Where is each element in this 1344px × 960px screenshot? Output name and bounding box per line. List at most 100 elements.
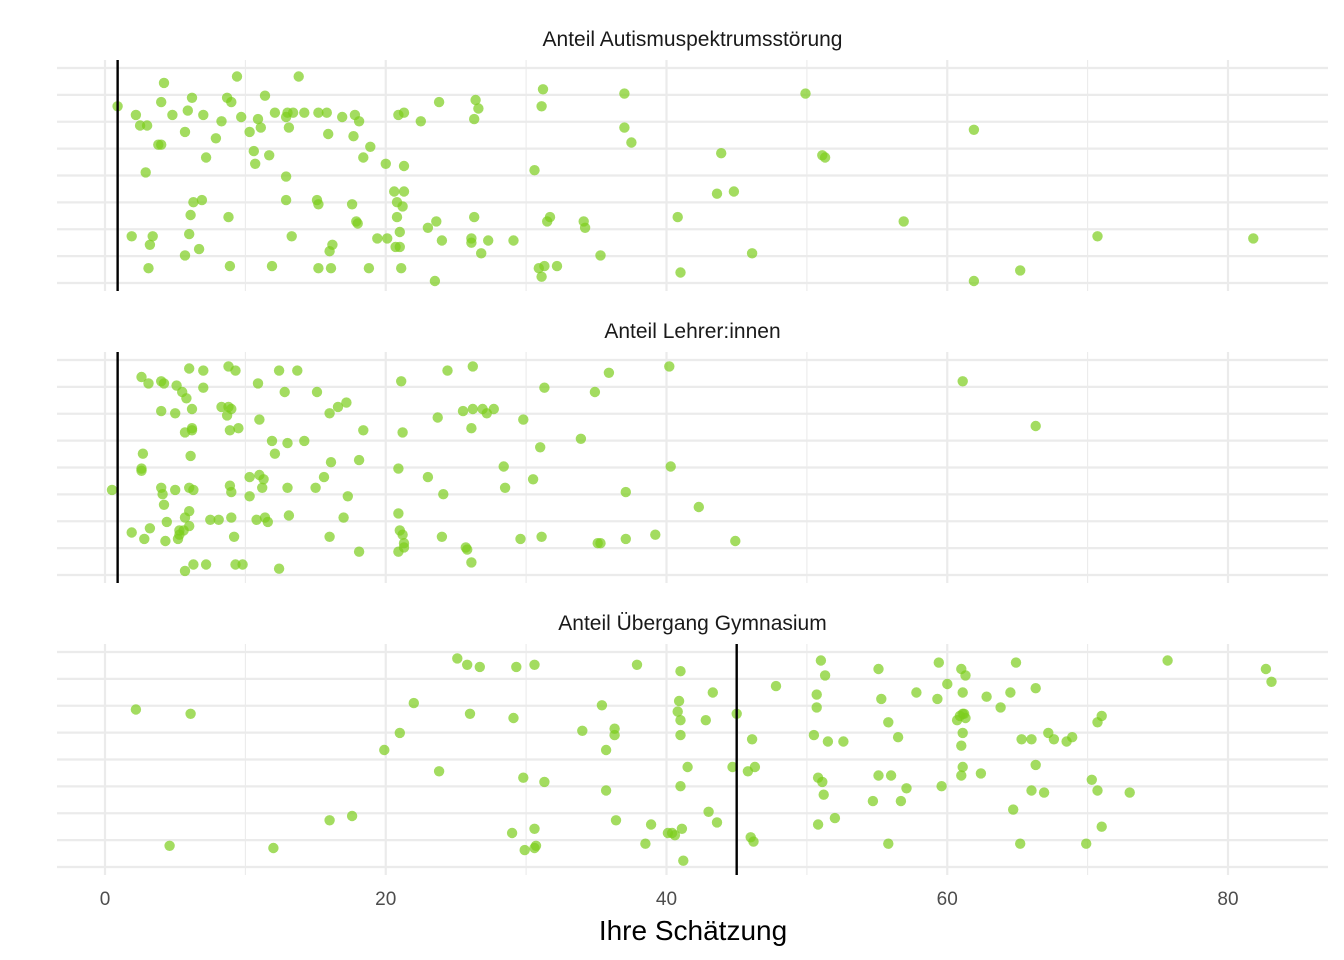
data-point — [1092, 785, 1103, 796]
data-point — [885, 770, 897, 781]
data-point — [156, 405, 167, 417]
data-point — [397, 201, 408, 212]
data-point — [527, 474, 539, 485]
data-point — [518, 772, 529, 783]
data-point — [230, 365, 241, 376]
data-point — [960, 712, 971, 724]
data-point — [700, 715, 711, 726]
data-point — [476, 248, 487, 259]
data-point — [324, 246, 335, 257]
data-point — [196, 194, 208, 206]
data-point — [620, 533, 631, 545]
data-point — [184, 363, 195, 374]
data-point — [158, 378, 170, 389]
data-point — [185, 450, 196, 462]
data-point — [936, 781, 947, 792]
data-point — [158, 77, 170, 89]
data-point — [981, 691, 992, 702]
data-point — [551, 260, 563, 272]
data-point — [620, 486, 631, 498]
data-point — [1092, 231, 1103, 242]
data-point — [313, 263, 324, 274]
data-point — [254, 414, 265, 425]
data-point — [499, 482, 511, 493]
data-point — [372, 233, 383, 244]
data-point — [433, 96, 445, 108]
data-point — [200, 559, 212, 570]
data-point — [1038, 787, 1050, 798]
data-point — [299, 435, 310, 447]
data-point — [280, 194, 292, 206]
data-point — [666, 827, 678, 839]
x-tick-label: 40 — [656, 889, 677, 910]
data-point — [436, 531, 448, 542]
data-point — [255, 122, 266, 133]
data-point — [498, 461, 509, 472]
data-point — [727, 761, 738, 773]
data-point — [838, 736, 849, 747]
panels-layer: Anteil Autismuspektrumsstörung Anteil Leh… — [57, 28, 1328, 875]
data-point — [313, 199, 324, 210]
data-point — [348, 131, 359, 142]
data-point — [200, 152, 212, 163]
data-point — [873, 770, 884, 781]
data-point — [665, 461, 676, 472]
data-point — [251, 514, 262, 525]
data-point — [248, 145, 259, 157]
data-point — [626, 137, 637, 148]
data-point — [693, 501, 704, 513]
data-point — [144, 239, 156, 250]
data-point — [292, 365, 303, 376]
data-point — [619, 122, 630, 133]
data-point — [280, 171, 292, 182]
data-point — [603, 367, 615, 378]
data-point — [332, 401, 344, 413]
panel-3: Anteil Übergang Gymnasium — [57, 612, 1328, 875]
data-point — [433, 766, 445, 777]
data-point — [577, 725, 588, 736]
data-point — [933, 657, 944, 668]
data-point — [956, 770, 967, 781]
data-point — [186, 403, 198, 415]
data-point — [252, 113, 264, 125]
data-point — [224, 425, 236, 436]
data-point — [1010, 657, 1022, 668]
data-point — [707, 687, 718, 698]
data-point — [341, 397, 352, 408]
data-point — [358, 152, 369, 163]
data-point — [160, 535, 171, 547]
data-point — [673, 695, 685, 707]
data-point — [396, 263, 407, 274]
data-point — [812, 819, 824, 830]
data-point — [811, 689, 822, 700]
data-point — [147, 231, 158, 242]
x-tick-label: 80 — [1217, 889, 1238, 910]
data-point — [466, 237, 477, 248]
data-point — [536, 271, 547, 282]
data-point — [397, 427, 408, 438]
data-point — [398, 107, 410, 118]
data-point — [216, 116, 227, 127]
points-group — [130, 653, 1277, 866]
data-point — [631, 659, 643, 670]
data-point — [746, 734, 758, 745]
data-point — [280, 111, 292, 123]
data-point — [1266, 676, 1277, 687]
data-point — [508, 712, 519, 724]
data-point — [442, 365, 453, 376]
data-point — [338, 512, 349, 523]
data-point — [299, 107, 310, 118]
data-point — [282, 482, 293, 493]
data-point — [519, 844, 530, 856]
data-point — [467, 403, 478, 415]
data-point — [1030, 683, 1041, 694]
data-point — [382, 233, 393, 244]
data-point — [188, 484, 199, 496]
data-point — [957, 376, 968, 387]
data-point — [286, 231, 297, 242]
panel-1: Anteil Autismuspektrumsstörung — [57, 28, 1328, 291]
data-point — [1005, 687, 1016, 698]
data-point — [170, 408, 181, 419]
data-point — [269, 107, 281, 118]
data-point — [283, 122, 295, 133]
